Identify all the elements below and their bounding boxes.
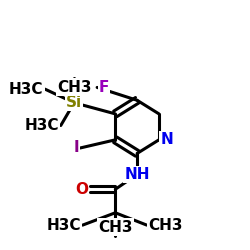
Text: NH: NH — [124, 167, 150, 182]
Text: H3C: H3C — [9, 82, 43, 97]
Text: H3C: H3C — [46, 218, 81, 232]
Text: CH3: CH3 — [148, 218, 183, 232]
Text: I: I — [73, 140, 79, 156]
Text: Si: Si — [66, 95, 82, 110]
Text: N: N — [161, 132, 173, 147]
Text: CH3: CH3 — [57, 80, 91, 94]
Text: O: O — [75, 182, 88, 197]
Text: CH3: CH3 — [98, 220, 132, 234]
Text: H3C: H3C — [24, 118, 59, 133]
Text: F: F — [99, 80, 109, 95]
